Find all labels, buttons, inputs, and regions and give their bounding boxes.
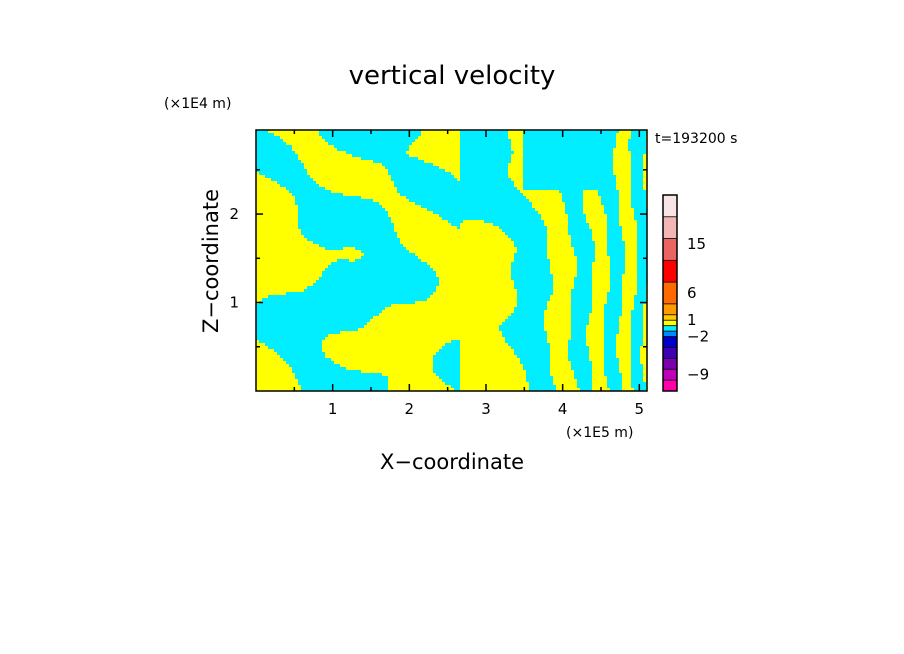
colorbar-segment xyxy=(663,331,677,337)
colorbar-tick-label: 15 xyxy=(687,235,706,253)
x-axis-label: X−coordinate xyxy=(380,450,524,474)
colorbar-segment xyxy=(663,380,677,391)
negative-velocity-regions xyxy=(256,130,647,391)
y-tick-label: 1 xyxy=(229,294,239,312)
colorbar-segment xyxy=(663,325,677,332)
colorbar-segment xyxy=(663,320,677,326)
colorbar-segment xyxy=(663,260,677,283)
x-tick-label: 2 xyxy=(405,400,415,418)
colorbar-segment xyxy=(663,282,677,304)
x-unit-label: (×1E5 m) xyxy=(566,425,633,441)
x-tick-label: 3 xyxy=(481,400,491,418)
colorbar-segment xyxy=(663,303,677,315)
colorbar-segment xyxy=(663,238,677,261)
y-axis-label: Z−coordinate xyxy=(199,189,223,333)
x-tick-label: 4 xyxy=(558,400,568,418)
colorbar-tick-label: −9 xyxy=(687,366,709,384)
colorbar-tick-label: −2 xyxy=(687,328,709,346)
x-tick-label: 5 xyxy=(635,400,645,418)
y-unit-label: (×1E4 m) xyxy=(164,96,231,112)
velocity-field xyxy=(256,130,647,391)
colorbar: 15 6 1−2 −9 xyxy=(662,194,709,392)
y-tick-label: 2 xyxy=(229,205,239,223)
x-tick-label: 1 xyxy=(328,400,338,418)
colorbar-segment xyxy=(663,336,677,348)
colorbar-segment xyxy=(663,314,677,321)
colorbar-segment xyxy=(663,347,677,359)
chart-title: vertical velocity xyxy=(349,61,556,91)
axes: 1 2 3 4 5 1 2 xyxy=(229,130,647,418)
colorbar-tick-label: 6 xyxy=(687,284,697,302)
colorbar-segment xyxy=(663,195,677,217)
colorbar-segment xyxy=(663,216,677,239)
time-label: t=193200 s xyxy=(655,131,737,147)
plot-frame xyxy=(255,129,648,392)
colorbar-segment xyxy=(663,369,677,381)
colorbar-tick-label: 1 xyxy=(687,311,697,329)
colorbar-segment xyxy=(663,358,677,370)
colorbar-frame xyxy=(662,194,678,392)
